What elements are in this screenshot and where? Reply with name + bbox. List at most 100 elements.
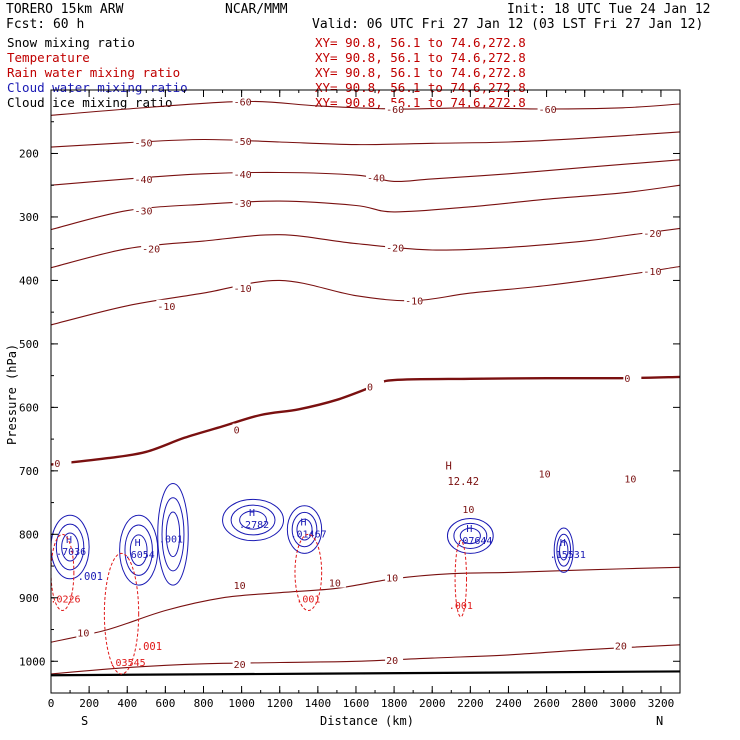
y-tick-label: 800 — [19, 528, 39, 541]
x-end-label-left: S — [81, 714, 88, 728]
isotherm-label-bg — [642, 226, 661, 238]
isotherm-line — [51, 265, 680, 326]
cloud-water-value: .7036 — [56, 547, 86, 558]
cloud-water-contour — [61, 532, 79, 562]
isotherm-label: -50 — [134, 139, 152, 150]
legend-label: Temperature — [7, 50, 90, 65]
isotherm-label-bg — [232, 423, 251, 435]
isotherm-label: 0 — [54, 459, 60, 470]
x-tick-label: 2200 — [457, 697, 484, 710]
isotherm-label-bg — [232, 167, 251, 179]
isotherm-label-bg — [366, 171, 385, 183]
isotherm-label-bg — [537, 103, 556, 115]
isotherm-label: -60 — [539, 105, 557, 116]
isotherm-label-bg — [76, 626, 95, 638]
cloud-water-contour — [230, 504, 276, 536]
rain-contour — [454, 540, 468, 618]
rain-value: .001 — [449, 601, 473, 612]
isotherm-label-bg — [133, 204, 152, 216]
legend: Snow mixing ratio XY= 90.8, 56.1 to 74.6,… — [7, 35, 526, 110]
y-tick-label: 600 — [19, 401, 39, 414]
cloud-water-max-marker: H — [301, 518, 307, 529]
isotherm-line — [51, 184, 680, 231]
x-tick-label: 200 — [79, 697, 99, 710]
x-tick-label: 0 — [48, 697, 55, 710]
isotherm-label-bg — [141, 242, 160, 254]
isotherm-label: 0 — [624, 374, 630, 385]
cloud-water-contour — [296, 518, 313, 541]
legend-xy: XY= 90.8, 56.1 to 74.6,272.8 — [315, 50, 526, 65]
isotherm-label-bg — [53, 457, 72, 469]
isotherm-label: 10 — [462, 505, 474, 516]
isotherm-label: 10 — [539, 469, 551, 480]
cloud-water-value: .01467 — [291, 530, 327, 541]
isotherm-label-bg — [133, 136, 152, 148]
cloud-water-contour — [553, 527, 574, 573]
isotherm-label-bg — [623, 472, 642, 484]
cloud-water-max-marker: H — [66, 535, 72, 546]
isotherm-label: -40 — [234, 170, 252, 181]
legend-xy: XY= 90.8, 56.1 to 74.6,272.8 — [315, 35, 526, 50]
header: TORERO 15km ARW NCAR/MMM Init: 18 UTC Tu… — [6, 2, 711, 32]
y-tick-label: 1000 — [19, 655, 46, 668]
isotherm-label-bg — [385, 103, 404, 115]
isotherm-label: 10 — [234, 581, 246, 592]
isotherm-label-bg — [232, 196, 251, 208]
y-tick-label: 200 — [19, 147, 39, 160]
x-tick-label: 1400 — [305, 697, 332, 710]
cloud-water-contour — [446, 517, 494, 554]
y-tick-label: 700 — [19, 465, 39, 478]
x-tick-label: 1200 — [267, 697, 294, 710]
isotherm-label: -10 — [157, 302, 175, 313]
surface-line — [51, 670, 680, 677]
isotherm-label-bg — [133, 172, 152, 184]
rain-contour — [103, 552, 140, 675]
forecast-hour: Fcst: 60 h — [6, 17, 84, 32]
x-tick-label: 2600 — [533, 697, 560, 710]
isotherm-label: 20 — [386, 656, 398, 667]
x-tick-label: 3000 — [610, 697, 637, 710]
cloud-water-contour — [129, 534, 148, 567]
x-tick-label: 600 — [155, 697, 175, 710]
isotherm-label: 0 — [367, 382, 373, 393]
isotherm-label: 0 — [234, 426, 240, 437]
cloud-water-contour — [291, 511, 318, 548]
y-tick-label: 900 — [19, 592, 39, 605]
isotherm-line — [51, 644, 680, 675]
x-tick-label: 2000 — [419, 697, 446, 710]
isotherm-label: -30 — [234, 199, 252, 210]
isotherm-label: 10 — [386, 573, 398, 584]
cloud-water-max-marker: H — [466, 524, 472, 535]
x-tick-label: 2400 — [495, 697, 521, 710]
extra-label: 12.42 — [447, 476, 479, 488]
y-tick-label: 500 — [19, 338, 39, 351]
isotherm-label-bg — [366, 380, 385, 392]
cloud-water-contour — [119, 514, 159, 586]
extra-label: .001 — [78, 571, 103, 583]
y-tick-label: 300 — [19, 211, 39, 224]
isotherm-label: 10 — [77, 629, 89, 640]
isotherm-label: -40 — [134, 175, 152, 186]
isotherm-label: -20 — [142, 245, 160, 256]
x-tick-label: 800 — [194, 697, 214, 710]
rain-contour — [294, 533, 323, 611]
plot-frame — [50, 89, 681, 694]
isotherm-label-bg — [232, 95, 251, 107]
cloud-water-contour — [124, 524, 153, 576]
isotherm-label-bg — [232, 282, 251, 294]
cloud-water-contour — [51, 514, 90, 580]
cloud-water-max-marker: H — [560, 538, 566, 549]
legend-xy: XY= 90.8, 56.1 to 74.6,272.8 — [315, 65, 526, 80]
cloud-water-contour — [286, 505, 323, 554]
isotherm-line — [51, 375, 680, 466]
cloud-water-max-marker: H — [249, 508, 255, 519]
cloud-water-contour — [453, 522, 488, 549]
cloud-water-contour — [161, 497, 185, 572]
isotherm-label: -60 — [234, 97, 252, 108]
cloud-water-max-marker: H — [135, 538, 141, 549]
isotherm-label: 10 — [329, 579, 341, 590]
isotherm-label-bg — [232, 579, 251, 591]
isotherm-label-bg — [385, 241, 404, 253]
